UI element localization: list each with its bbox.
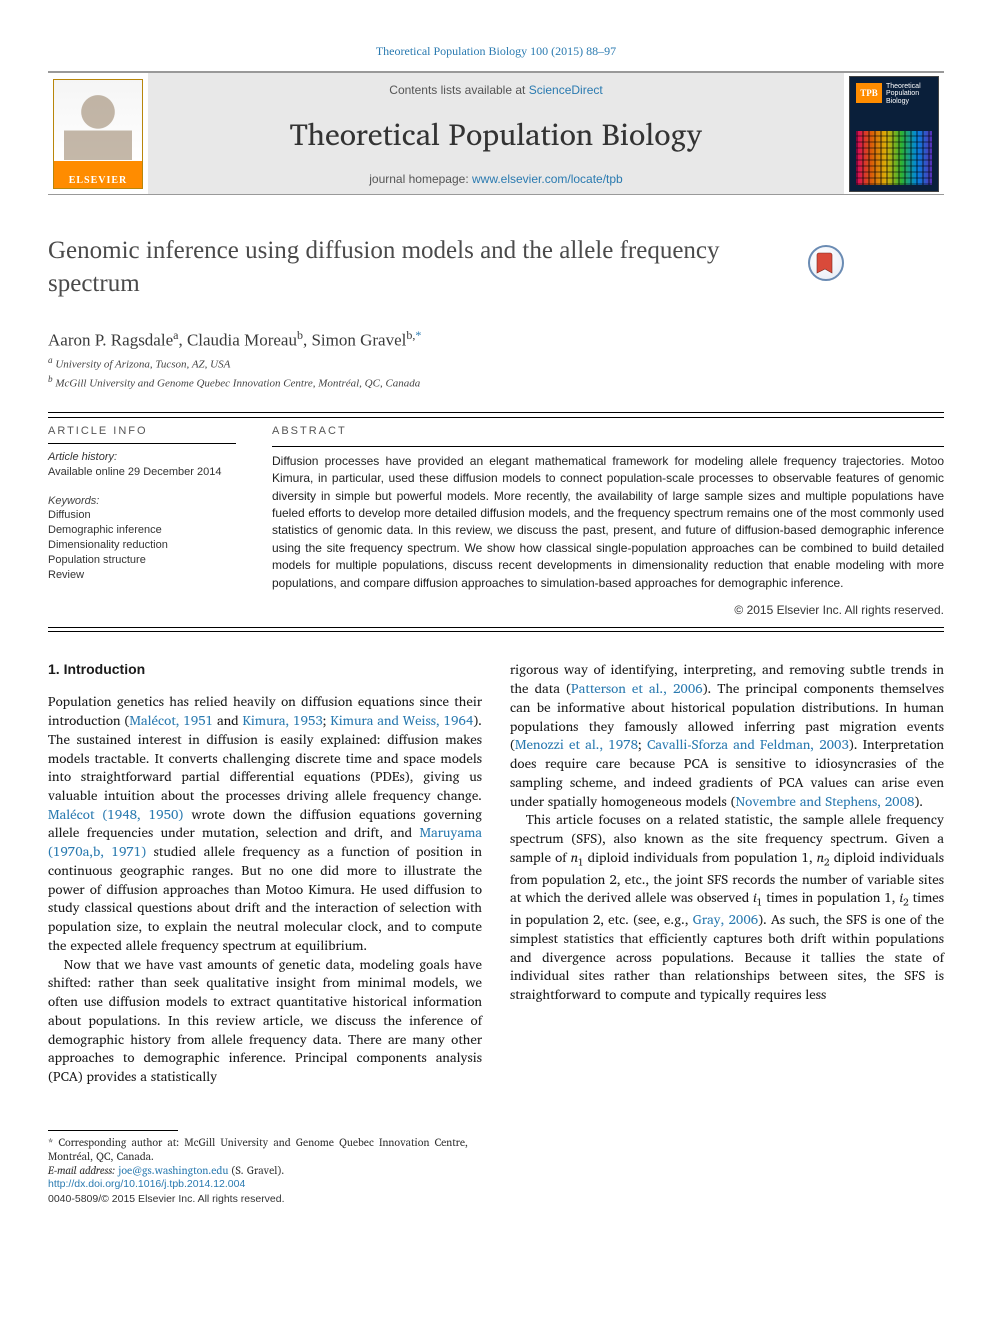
keywords-label: Keywords: bbox=[48, 494, 236, 509]
article-history-text: Available online 29 December 2014 bbox=[48, 465, 236, 480]
email-line: E-mail address: joe@gs.washington.edu (S… bbox=[48, 1163, 468, 1177]
right-para-1: rigorous way of identifying, interpretin… bbox=[510, 660, 944, 810]
crossmark-icon bbox=[816, 251, 836, 275]
crossmark-badge[interactable] bbox=[808, 245, 844, 281]
article-history-label: Article history: bbox=[48, 450, 236, 465]
homepage-prefix: journal homepage: bbox=[369, 172, 472, 186]
keyword-4: Review bbox=[48, 568, 236, 583]
left-para-1: Population genetics has relied heavily o… bbox=[48, 692, 482, 954]
journal-name-heading: Theoretical Population Biology bbox=[168, 110, 824, 159]
left-column: 1. Introduction Population genetics has … bbox=[48, 660, 482, 1207]
elsevier-logo-container: ELSEVIER bbox=[48, 73, 148, 194]
section-1-heading: 1. Introduction bbox=[48, 660, 482, 680]
author-1-affil-sup: a bbox=[173, 328, 178, 342]
rule-below-abstract bbox=[48, 627, 944, 628]
author-2: Claudia Moreau bbox=[187, 331, 297, 350]
rule-below-abstract-2 bbox=[48, 631, 944, 632]
right-column: rigorous way of identifying, interpretin… bbox=[510, 660, 944, 1207]
abstract-rule bbox=[272, 446, 944, 447]
abstract-block: ABSTRACT Diffusion processes have provid… bbox=[254, 424, 944, 619]
sciencedirect-link[interactable]: ScienceDirect bbox=[529, 83, 603, 97]
author-3-affil-sup: b, bbox=[406, 328, 415, 342]
elsevier-brand-text: ELSEVIER bbox=[54, 175, 142, 186]
right-para-2: This article focuses on a related statis… bbox=[510, 810, 944, 1004]
rule-above-abstract bbox=[48, 412, 944, 413]
corresponding-footnote: * Corresponding author at: McGill Univer… bbox=[48, 1135, 468, 1163]
keyword-2: Dimensionality reduction bbox=[48, 538, 236, 553]
abstract-heading: ABSTRACT bbox=[272, 424, 944, 440]
journal-homepage-line: journal homepage: www.elsevier.com/locat… bbox=[168, 172, 824, 186]
article-info-heading: ARTICLE INFO bbox=[48, 424, 236, 439]
contents-prefix: Contents lists available at bbox=[389, 83, 528, 97]
body-two-columns: 1. Introduction Population genetics has … bbox=[48, 660, 944, 1207]
doi-line: http://dx.doi.org/10.1016/j.tpb.2014.12.… bbox=[48, 1177, 482, 1192]
left-para-2: Now that we have vast amounts of genetic… bbox=[48, 955, 482, 1086]
keyword-0: Diffusion bbox=[48, 508, 236, 523]
article-info-block: ARTICLE INFO Article history: Available … bbox=[48, 424, 254, 619]
keyword-3: Population structure bbox=[48, 553, 236, 568]
contents-available-line: Contents lists available at ScienceDirec… bbox=[168, 83, 824, 97]
cover-title-text: Theoretical Population Biology bbox=[886, 83, 934, 106]
journal-header: ELSEVIER Contents lists available at Sci… bbox=[48, 71, 944, 195]
top-citation: Theoretical Population Biology 100 (2015… bbox=[48, 44, 944, 59]
author-1: Aaron P. Ragsdale bbox=[48, 331, 173, 350]
journal-homepage-link[interactable]: www.elsevier.com/locate/tpb bbox=[472, 172, 623, 186]
elsevier-tree-logo: ELSEVIER bbox=[53, 79, 143, 189]
bottom-rights: 0040-5809/© 2015 Elsevier Inc. All right… bbox=[48, 1192, 482, 1207]
abstract-copyright: © 2015 Elsevier Inc. All rights reserved… bbox=[272, 602, 944, 619]
article-info-rule bbox=[48, 443, 236, 444]
abstract-text: Diffusion processes have provided an ele… bbox=[272, 453, 944, 592]
author-2-affil-sup: b bbox=[297, 328, 303, 342]
cover-tpb-badge: TPB bbox=[856, 83, 882, 103]
rule-above-abstract-2 bbox=[48, 417, 944, 418]
journal-cover-thumbnail: TPB Theoretical Population Biology bbox=[849, 76, 939, 192]
cover-spectrum-art bbox=[856, 131, 932, 185]
journal-cover-container: TPB Theoretical Population Biology bbox=[844, 73, 944, 194]
header-center-panel: Contents lists available at ScienceDirec… bbox=[148, 73, 844, 194]
keyword-1: Demographic inference bbox=[48, 523, 236, 538]
authors-line: Aaron P. Ragsdalea, Claudia Moreaub, Sim… bbox=[48, 328, 944, 351]
paper-title: Genomic inference using diffusion models… bbox=[48, 235, 768, 300]
corresponding-star: * bbox=[415, 328, 421, 342]
doi-link[interactable]: http://dx.doi.org/10.1016/j.tpb.2014.12.… bbox=[48, 1178, 245, 1190]
author-3: Simon Gravel bbox=[311, 331, 406, 350]
footnote-block: * Corresponding author at: McGill Univer… bbox=[48, 1131, 468, 1178]
affiliation-b: b McGill University and Genome Quebec In… bbox=[48, 374, 944, 390]
affiliation-a: a University of Arizona, Tucson, AZ, USA bbox=[48, 355, 944, 371]
